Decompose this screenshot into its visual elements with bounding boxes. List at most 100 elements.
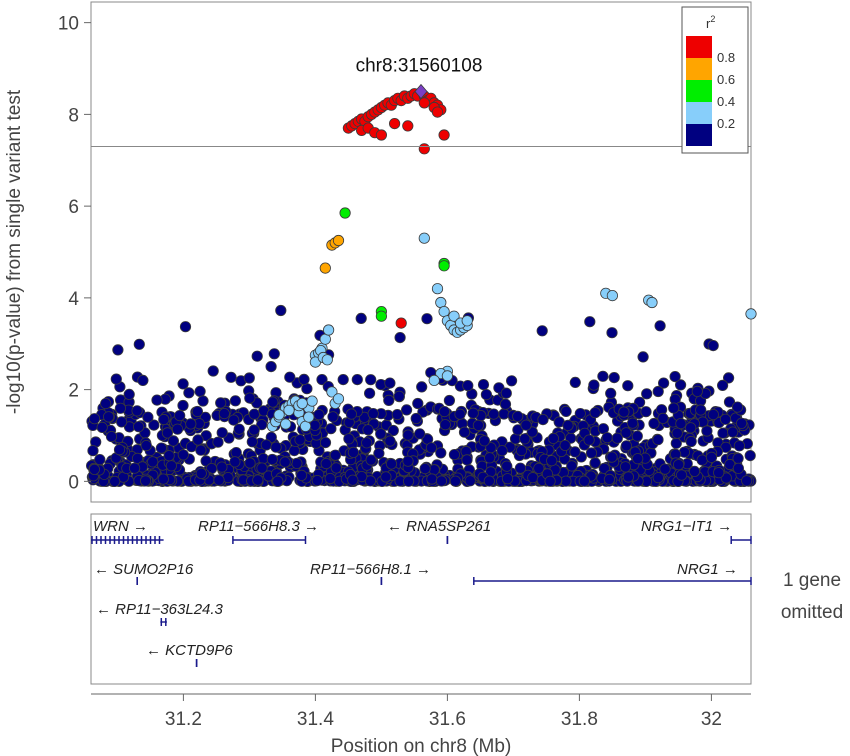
variant-point-r2-low	[329, 449, 341, 461]
variant-point-r2-low	[454, 408, 466, 420]
variant-point-r2-low	[177, 449, 189, 461]
y-tick-label: 0	[68, 472, 79, 493]
variant-point-r2-0.8-1.0	[395, 317, 407, 329]
variant-point-r2-0.8-1.0	[375, 129, 387, 141]
variant-point-r2-low	[197, 395, 209, 407]
variant-point-r2-low	[391, 408, 403, 421]
variant-point-r2-low	[200, 455, 212, 467]
y-axis: 0 2 4 6 8 10	[58, 14, 91, 493]
variant-point-r2-low	[478, 435, 490, 447]
variant-point-r2-low	[472, 419, 484, 431]
variant-point-r2-low	[505, 375, 518, 387]
legend-label: 0.4	[717, 94, 735, 109]
variant-point-r2-low	[461, 454, 473, 466]
variant-point-r2-low	[123, 388, 135, 400]
variant-point-r2-low	[685, 422, 697, 434]
variant-point-r2-low	[244, 457, 256, 469]
variant-point-r2-low	[325, 423, 337, 435]
legend-title-superscript: 2	[710, 14, 715, 24]
variant-point-r2-low	[380, 471, 392, 483]
legend-label: 0.2	[717, 116, 735, 131]
variant-point-r2-low	[744, 449, 756, 462]
variant-point-r2-low	[266, 453, 278, 466]
variant-point-r2-low	[578, 475, 590, 487]
variant-point-r2-low	[252, 474, 264, 486]
variant-point-r2-low	[394, 331, 406, 344]
legend-title: r2	[706, 14, 715, 31]
variant-point-r2-low	[458, 426, 471, 438]
variant-point-r2-low	[696, 454, 708, 466]
variant-point-r2-low	[158, 413, 170, 426]
variant-point-r2-low	[167, 435, 179, 447]
variant-point-r2-low	[355, 312, 367, 324]
variant-point-r2-low	[284, 371, 296, 383]
legend-bins: 0.8 0.6 0.4 0.2	[686, 36, 735, 146]
variant-point-r2-low	[719, 413, 732, 425]
variant-point-r2-low	[519, 433, 531, 445]
variant-point-r2-low	[410, 412, 422, 425]
variant-point-r2-low	[671, 427, 683, 439]
x-tick-label: 31.8	[561, 709, 598, 730]
variant-point-r2-low	[216, 461, 228, 473]
variant-point-r2-low	[110, 373, 122, 385]
variant-point-r2-low	[272, 475, 284, 487]
variant-point-r2-low	[324, 472, 336, 485]
genes-layer: WRN → RP11−566H8.3 → ← RNA5SP261 NRG1−IT1 →…	[91, 518, 752, 667]
variant-point-r2-low	[179, 321, 192, 333]
variant-point-r2-low	[654, 320, 666, 332]
variant-point-r2-low	[449, 475, 461, 487]
variant-point-r2-0.2-0.4	[283, 404, 295, 416]
variant-point-r2-0.8-1.0	[418, 97, 430, 109]
variant-point-r2-0.2-0.4	[606, 289, 619, 302]
variant-point-r2-low	[365, 454, 377, 466]
variant-point-r2-low	[606, 451, 618, 463]
variant-point-r2-low	[185, 418, 197, 430]
variant-point-r2-low	[171, 423, 184, 435]
variant-point-r2-low	[174, 409, 186, 422]
variant-point-r2-low	[501, 473, 514, 485]
variant-point-r2-low	[641, 388, 653, 400]
variant-point-r2-0.2-0.4	[461, 315, 473, 327]
variant-point-r2-low	[605, 387, 617, 399]
variant-point-r2-low	[720, 472, 732, 484]
variant-point-r2-low	[569, 446, 581, 458]
variant-point-r2-low	[96, 421, 108, 433]
variant-point-r2-low	[147, 456, 159, 468]
variant-point-r2-low	[722, 372, 735, 384]
variant-point-r2-low	[713, 467, 725, 479]
variant-point-r2-0.2-0.4	[306, 395, 318, 407]
variant-point-r2-low	[268, 348, 280, 360]
variant-point-r2-low	[131, 405, 143, 417]
variant-point-r2-low	[311, 474, 323, 487]
variant-point-r2-low	[631, 430, 643, 442]
variant-point-r2-low	[112, 344, 124, 356]
variant-point-r2-low	[233, 423, 245, 435]
variant-point-r2-0.8-1.0	[418, 143, 430, 155]
y-axis-title: -log10(p-value) from single variant test	[4, 89, 25, 414]
variant-point-r2-low	[619, 461, 632, 473]
variant-point-r2-low	[537, 413, 549, 426]
variant-point-r2-low	[484, 452, 496, 464]
variant-point-r2-low	[652, 434, 664, 446]
variant-point-r2-low	[330, 462, 342, 474]
variant-point-r2-low	[425, 442, 437, 454]
variant-point-r2-low	[514, 462, 527, 474]
variant-point-r2-low	[313, 409, 325, 421]
variant-point-r2-low	[547, 432, 560, 444]
variant-point-r2-low	[741, 475, 753, 487]
variant-point-r2-low	[566, 460, 578, 472]
variant-point-r2-low	[640, 406, 652, 418]
y-tick-label: 4	[68, 289, 79, 310]
variant-point-r2-low	[707, 339, 719, 352]
y-tick-label: 6	[68, 197, 79, 218]
variant-point-r2-low	[606, 327, 618, 339]
variant-point-r2-low	[435, 475, 448, 487]
variant-point-r2-low	[301, 383, 313, 395]
variant-point-r2-low	[727, 426, 739, 438]
variant-point-r2-0.8-1.0	[438, 129, 450, 141]
variant-point-r2-low	[151, 394, 163, 406]
variant-point-r2-low	[347, 474, 359, 486]
gene-label: NRG1−IT1 →	[641, 518, 732, 535]
variant-point-r2-low	[251, 350, 263, 362]
